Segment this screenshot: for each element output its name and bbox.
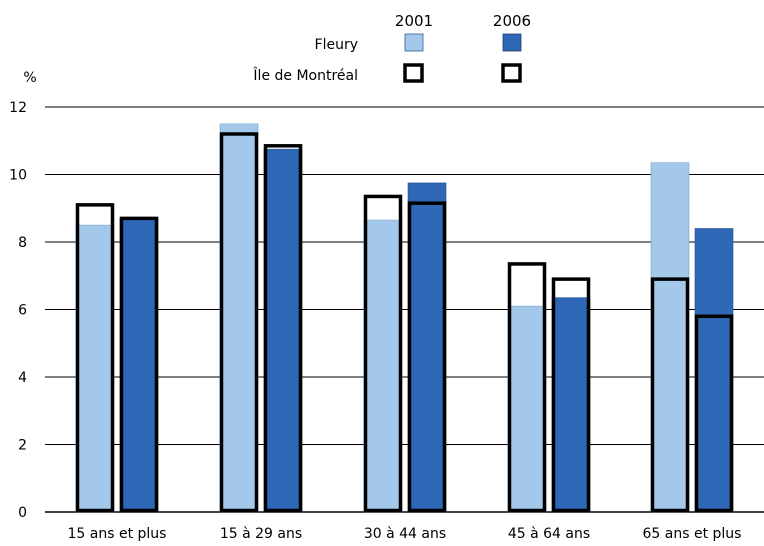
bar-fleury-2006	[407, 182, 447, 513]
category-labels: 15 ans et plus 15 à 29 ans 30 à 44 ans 45 à…	[68, 526, 742, 542]
y-axis-label: %	[23, 70, 36, 86]
legend-swatch-fleury-2001	[404, 33, 424, 52]
legend-label-ile-de-montreal: Île de Montréal	[252, 66, 358, 84]
y-tick-label: 6	[18, 303, 27, 319]
category-label: 45 à 64 ans	[508, 526, 590, 542]
legend-year-2001: 2001	[395, 12, 433, 30]
legend-swatch-ile-de-montreal-2006	[501, 63, 522, 83]
y-tick-label: 12	[9, 100, 27, 116]
category-label: 15 ans et plus	[68, 526, 167, 542]
bar-fleury-2001	[219, 123, 259, 513]
bar-outline-montreal-2006	[407, 201, 447, 513]
bar-fleury-2006	[263, 148, 303, 513]
bar-outline-montreal-2001	[363, 194, 403, 513]
y-tick-label: 2	[18, 438, 27, 454]
bar-fleury-2001	[75, 224, 115, 513]
bars	[75, 123, 734, 513]
legend-swatch-fleury-2006	[502, 33, 522, 52]
bar-outline-montreal-2006	[694, 314, 734, 513]
gridlines	[45, 106, 764, 513]
bar-outline-montreal-2001	[650, 277, 690, 513]
bar-outline-montreal-2006	[551, 277, 591, 513]
y-tick-label: 10	[9, 168, 27, 184]
bar-outline-montreal-2001	[507, 262, 547, 513]
bar-fleury-2006	[119, 218, 159, 513]
bar-fleury-2001	[650, 162, 690, 513]
category-label: 15 à 29 ans	[220, 526, 302, 542]
bar-fleury-2006	[551, 297, 591, 513]
y-tick-label: 8	[18, 235, 27, 251]
legend-label-fleury: Fleury	[315, 37, 358, 53]
legend: 2001 2006 Fleury Île de Montréal	[252, 12, 531, 84]
bar-fleury-2006	[694, 228, 734, 513]
y-tick-labels: 0 2 4 6 8 10 12	[9, 100, 27, 521]
bar-outline-montreal-2006	[119, 216, 159, 513]
legend-swatch-ile-de-montreal-2001	[403, 63, 424, 83]
y-tick-label: 0	[18, 505, 27, 521]
category-label: 30 à 44 ans	[364, 526, 446, 542]
bar-outline-montreal-2001	[75, 203, 115, 513]
bar-fleury-2001	[507, 305, 547, 513]
bar-outline-montreal-2001	[219, 132, 259, 513]
legend-year-2006: 2006	[493, 12, 531, 30]
bar-fleury-2001	[363, 219, 403, 513]
bar-outline-montreal-2006	[263, 144, 303, 513]
category-label: 65 ans et plus	[643, 526, 742, 542]
y-tick-label: 4	[18, 370, 27, 386]
